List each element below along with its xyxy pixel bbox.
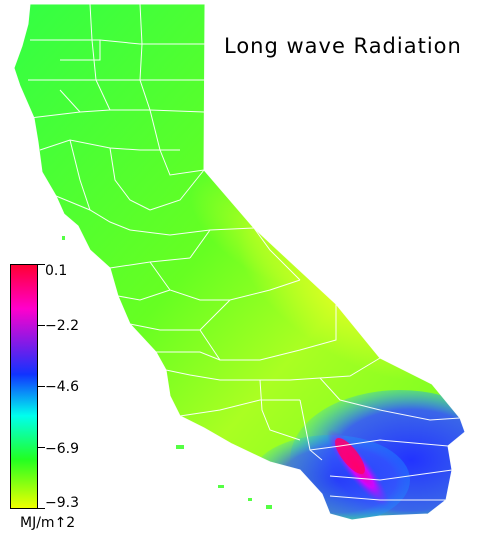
color-scale-ticks bbox=[38, 264, 46, 509]
legend-unit: MJ/m↑2 bbox=[20, 515, 76, 531]
tick-mark bbox=[38, 325, 45, 326]
legend-label: −2.2 bbox=[45, 318, 79, 334]
tick-mark bbox=[38, 447, 45, 448]
legend-label: −6.9 bbox=[45, 441, 79, 457]
tick-mark bbox=[38, 508, 45, 509]
map-title: Long wave Radiation bbox=[224, 34, 462, 58]
legend-label: −4.6 bbox=[45, 379, 79, 395]
county-borders bbox=[13, 3, 466, 521]
tick-mark bbox=[38, 264, 45, 265]
tick-mark bbox=[38, 386, 45, 387]
legend-label-min: −9.3 bbox=[45, 495, 79, 511]
color-scale-bar bbox=[10, 264, 38, 509]
channel-islands bbox=[62, 236, 272, 509]
legend-label-max: 0.1 bbox=[45, 263, 68, 279]
